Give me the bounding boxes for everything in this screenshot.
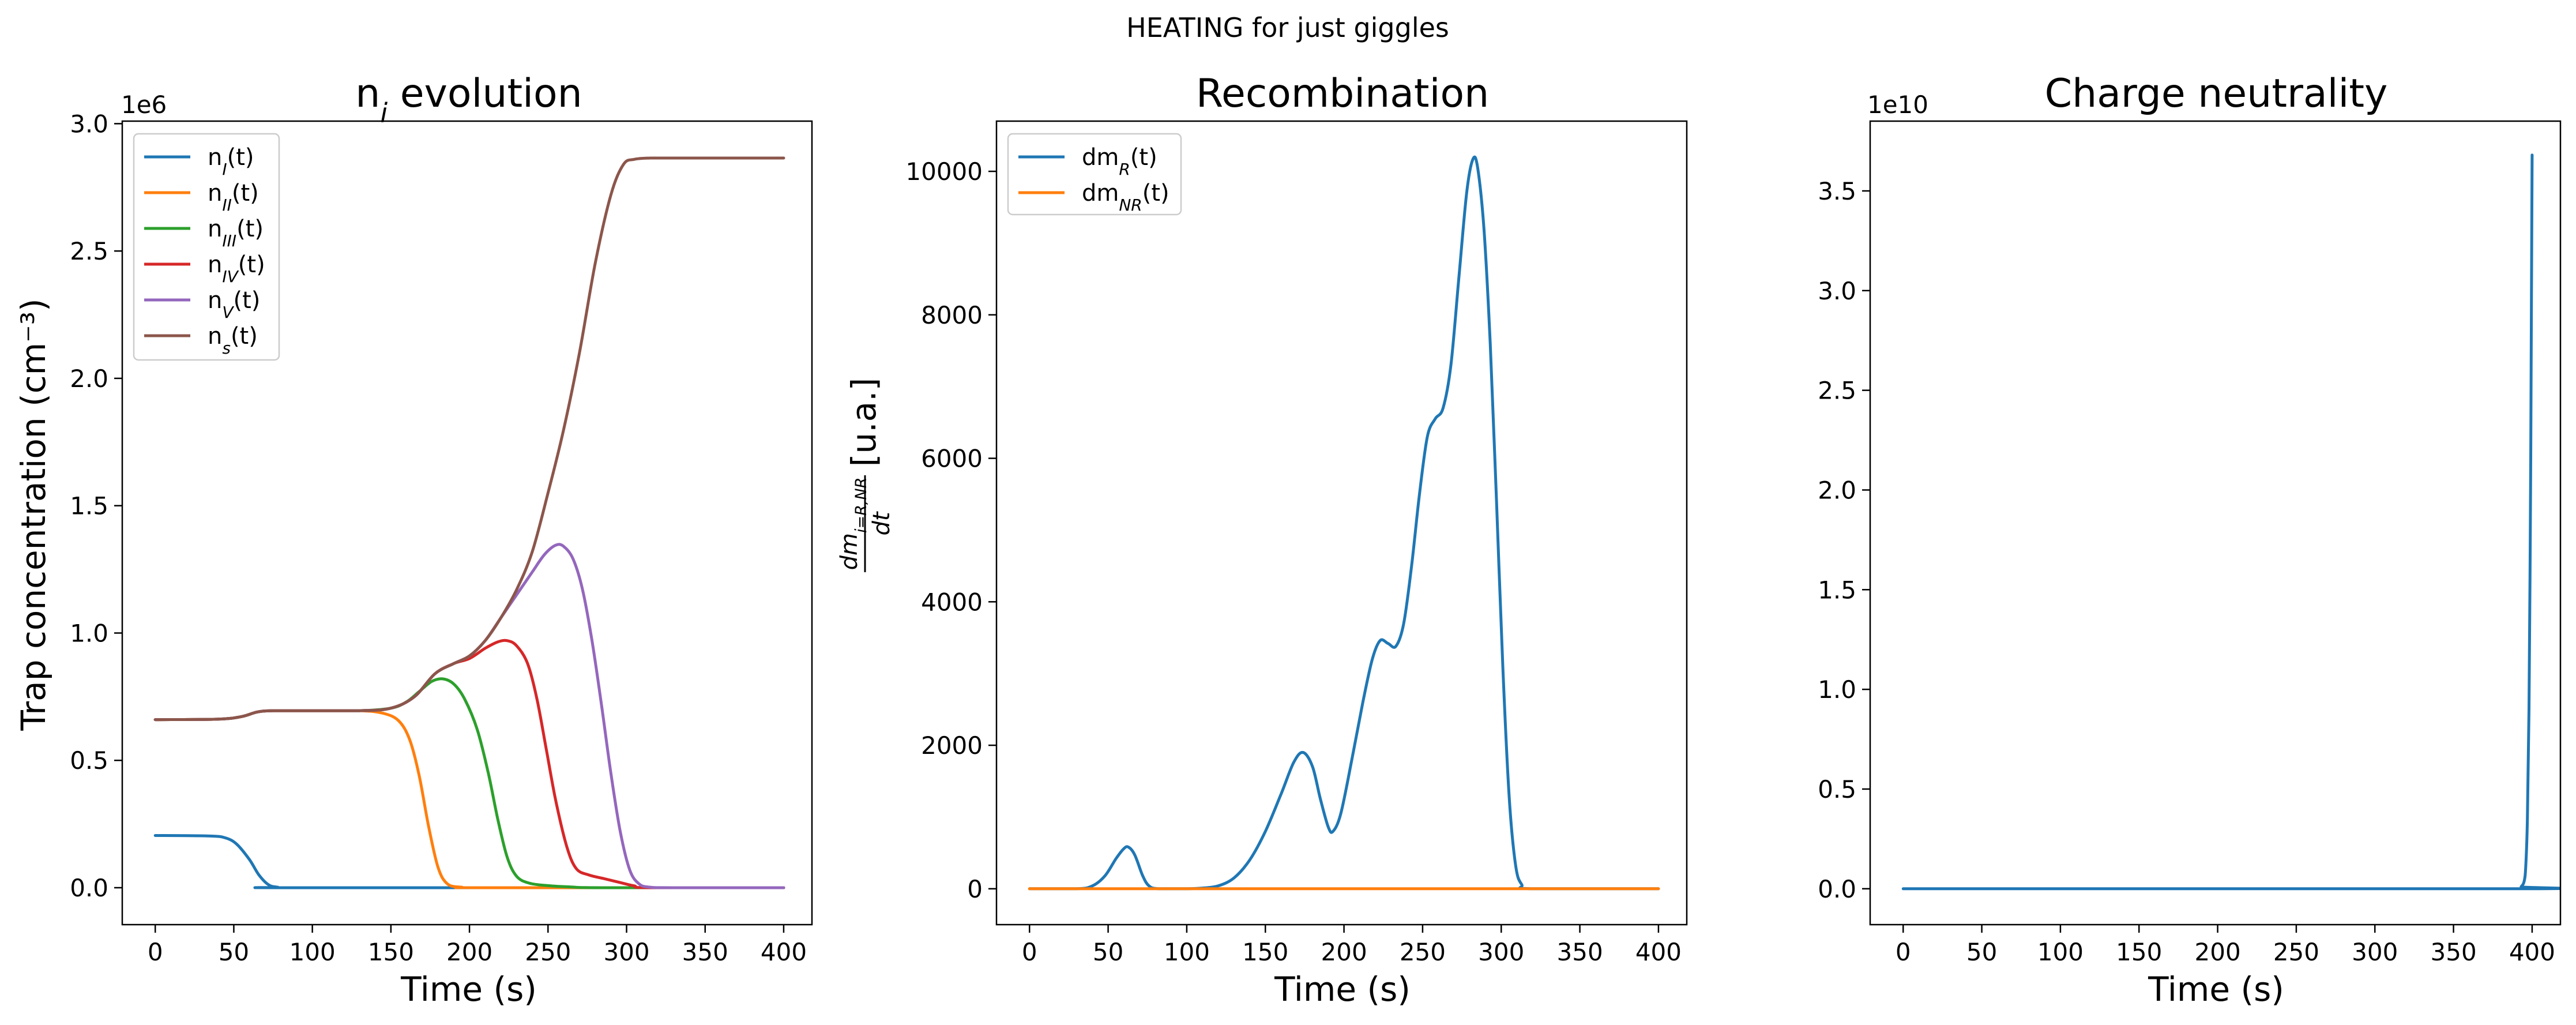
recombination-legend: dmR(t)dmNR(t) (1007, 133, 1182, 216)
ni-evolution-title: ni evolution (355, 71, 582, 129)
recombination-y-tick-label: 8000 (921, 301, 983, 329)
charge-neutrality-x-tick-label: 400 (2509, 938, 2555, 966)
charge-neutrality-y-tick-label: 3.5 (1818, 177, 1856, 205)
ni-evolution-panel: ni evolution 1e6 Time (s) Trap concentra… (14, 71, 813, 1009)
ni-evolution-x-tick-label: 0 (148, 938, 163, 966)
recombination-ylabel-numerator: dmi=R,NR (836, 478, 870, 570)
recombination-y-tick-label: 2000 (921, 731, 983, 760)
charge-neutrality-y-tick-label: 2.5 (1818, 377, 1856, 405)
charge-neutrality-y-tick-label: 2.0 (1818, 476, 1856, 504)
charge-neutrality-y-tick-label: 0.5 (1818, 775, 1856, 804)
charge-neutrality-x-tick-label: 250 (2273, 938, 2319, 966)
ni-evolution-x-tick-label: 400 (761, 938, 807, 966)
recombination-y-tick-label: 10000 (905, 157, 983, 186)
recombination-x-tick-label: 150 (1242, 938, 1288, 966)
ni-evolution-x-tick-label: 300 (603, 938, 649, 966)
ni-evolution-legend-label: nV(t) (208, 287, 260, 322)
charge-neutrality-y-tick-label: 0.0 (1818, 875, 1856, 903)
recombination-legend-label: dmNR(t) (1082, 180, 1169, 215)
charge-neutrality-xlabel: Time (s) (2148, 970, 2284, 1009)
charge-neutrality-series-line-0 (1901, 153, 2560, 891)
charge-neutrality-y-tick-label: 3.0 (1818, 277, 1856, 305)
ni-evolution-series-line-0 (153, 834, 785, 889)
figure-suptitle: HEATING for just giggles (1126, 12, 1449, 43)
recombination-ylabel: dmi=R,NR dt [u.a.] (836, 378, 895, 572)
recombination-x-tick-label: 300 (1478, 938, 1524, 966)
charge-neutrality-panel: Charge neutrality 1e10 Time (s) 0 50 100 15… (1818, 71, 2562, 1009)
ni-evolution-y-offset: 1e6 (121, 91, 167, 119)
recombination-y-tick-label: 6000 (921, 445, 983, 473)
recombination-title: Recombination (1196, 71, 1489, 117)
charge-neutrality-x-tick-label: 150 (2116, 938, 2162, 966)
recombination-x-tick-label: 250 (1400, 938, 1446, 966)
ni-evolution-y-tick-label: 1.5 (70, 492, 108, 520)
recombination-ylabel-denominator: dt (868, 511, 895, 535)
ni-evolution-y-tick-label: 0.0 (70, 874, 108, 902)
recombination-y-tick-label: 0 (967, 875, 983, 903)
ni-evolution-ylabel: Trap concentration (cm⁻³) (14, 298, 53, 731)
charge-neutrality-axes: 0 50 100 150 200 250 300 350 400 0.0 0.5 1.0 1.5 2.0 2… (1818, 120, 2562, 966)
ni-evolution-legend-label: ns(t) (208, 323, 258, 358)
charge-neutrality-x-tick-label: 50 (1966, 938, 1997, 966)
ni-evolution-x-tick-label: 100 (289, 938, 336, 966)
ni-evolution-series-line-3 (153, 639, 785, 889)
ni-evolution-x-tick-label: 200 (446, 938, 492, 966)
ni-evolution-y-tick-label: 0.5 (70, 746, 108, 775)
recombination-x-tick-label: 350 (1557, 938, 1603, 966)
ni-evolution-legend-label: nIV(t) (208, 251, 265, 286)
ni-evolution-y-tick-label: 3.0 (70, 110, 108, 138)
recombination-axes: 0 50 100 150 200 250 300 350 4000200040006000800… (905, 120, 1688, 966)
recombination-ylabel-unit: [u.a.] (844, 378, 883, 467)
ni-evolution-legend-label: nI(t) (208, 144, 254, 179)
recombination-legend-label: dmR(t) (1082, 144, 1157, 179)
ni-evolution-legend-box (133, 133, 280, 361)
ni-evolution-axes: 0 50 100 150 200 250 300 350 400 0.0 0.5 1.0 1.5 2.0 2… (70, 110, 813, 966)
ni-evolution-x-tick-label: 250 (525, 938, 571, 966)
ni-evolution-y-tick-label: 1.0 (70, 619, 108, 647)
ni-evolution-axes-frame (121, 120, 813, 926)
charge-neutrality-x-tick-label: 300 (2352, 938, 2398, 966)
ni-evolution-legend: nI(t)nII(t)nIII(t)nIV(t)nV(t)ns(t) (133, 133, 280, 361)
ni-evolution-xlabel: Time (s) (400, 970, 537, 1009)
ni-evolution-x-tick-label: 350 (682, 938, 728, 966)
ni-evolution-y-tick-label: 2.5 (70, 237, 108, 265)
charge-neutrality-y-tick-label: 1.5 (1818, 576, 1856, 604)
charge-neutrality-x-tick-label: 0 (1896, 938, 1911, 966)
recombination-x-tick-label: 200 (1321, 938, 1367, 966)
recombination-x-tick-label: 50 (1093, 938, 1123, 966)
charge-neutrality-title: Charge neutrality (2045, 71, 2388, 117)
ni-evolution-series-line-5 (153, 156, 785, 722)
charge-neutrality-x-tick-label: 100 (2037, 938, 2084, 966)
ni-evolution-series-line-2 (153, 677, 785, 889)
charge-neutrality-x-tick-label: 350 (2431, 938, 2477, 966)
recombination-axes-frame (995, 120, 1688, 926)
ni-evolution-x-tick-label: 50 (219, 938, 249, 966)
charge-neutrality-y-tick-label: 1.0 (1818, 675, 1856, 704)
recombination-x-tick-label: 400 (1635, 938, 1682, 966)
ni-evolution-x-tick-label: 150 (368, 938, 414, 966)
ni-evolution-legend-label: nII(t) (208, 180, 259, 215)
charge-neutrality-axes-frame (1869, 120, 2562, 926)
ni-evolution-legend-label: nIII(t) (208, 216, 264, 250)
recombination-y-tick-label: 4000 (921, 588, 983, 616)
ni-evolution-y-tick-label: 2.0 (70, 365, 108, 393)
recombination-xlabel: Time (s) (1274, 970, 1411, 1009)
charge-neutrality-y-offset: 1e10 (1867, 91, 1928, 119)
ni-evolution-series-line-4 (153, 543, 785, 889)
recombination-legend-box (1007, 133, 1182, 216)
recombination-x-tick-label: 0 (1022, 938, 1037, 966)
recombination-panel: Recombination Time (s) dmi=R,NR dt [u.a.… (836, 71, 1688, 1009)
charge-neutrality-x-tick-label: 200 (2195, 938, 2241, 966)
recombination-x-tick-label: 100 (1164, 938, 1210, 966)
recombination-series-line-0 (1028, 155, 1660, 891)
